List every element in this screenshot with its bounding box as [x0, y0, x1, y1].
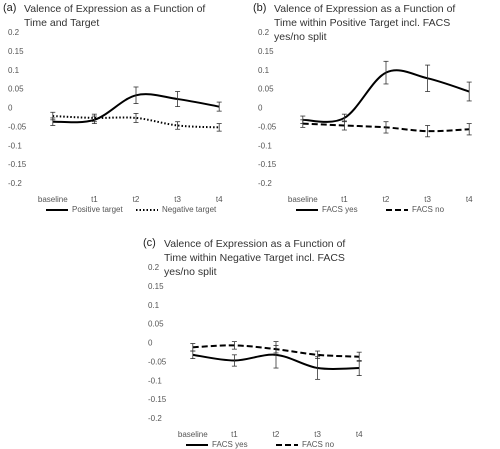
y-tick-label: 0.2	[258, 28, 270, 37]
x-tick-label: t2	[133, 195, 140, 204]
chart: 0.2 0.15 0.1 0.05 0 -0.05 -0.1 -0.15 -0.2 baselin…	[148, 263, 363, 449]
error-bar	[300, 119, 306, 128]
y-tick-label: 0	[148, 339, 153, 348]
y-tick-label: -0.05	[8, 122, 27, 131]
panel-label: (a)	[3, 2, 17, 14]
y-tick-label: -0.1	[148, 376, 162, 385]
error-bar	[466, 81, 472, 102]
error-bar	[216, 123, 222, 132]
error-bar	[315, 350, 321, 359]
y-tick-label: 0.2	[8, 28, 20, 37]
legend-label: Positive target	[72, 205, 123, 214]
y-tick-label: 0.05	[8, 85, 24, 94]
y-tick-label: -0.2	[8, 179, 22, 188]
y-tick-label: -0.15	[148, 395, 167, 404]
x-tick-label: t4	[466, 195, 473, 204]
error-bar	[356, 351, 362, 362]
chart-panel: 0.2 0.15 0.1 0.05 0 -0.05 -0.1 -0.15 -0.2 baselin…	[140, 235, 390, 449]
error-bar	[231, 354, 237, 367]
error-bar	[425, 125, 431, 138]
y-tick-label: -0.05	[148, 357, 167, 366]
y-tick-label: 0.1	[148, 301, 160, 310]
y-tick-label: 0	[258, 104, 263, 113]
chart-title: Valence of Expression as a Function of T…	[164, 238, 346, 278]
error-bar	[341, 120, 347, 131]
error-bar	[466, 123, 472, 136]
series-line	[52, 115, 220, 129]
y-tick-label: -0.1	[8, 141, 22, 150]
x-tick-label: t4	[356, 430, 363, 439]
y-tick-label: 0.15	[148, 282, 164, 291]
y-tick-label: 0.1	[8, 66, 20, 75]
y-tick-label: 0.05	[258, 85, 274, 94]
x-tick-label: t1	[231, 430, 238, 439]
x-tick-label: baseline	[38, 195, 68, 204]
legend-label: FACS yes	[212, 440, 248, 449]
chart: 0.2 0.15 0.1 0.05 0 -0.05 -0.1 -0.15 -0.2 baselin…	[8, 28, 223, 214]
y-tick-label: 0.1	[258, 66, 270, 75]
error-bar	[425, 64, 431, 92]
legend-label: Negative target	[162, 205, 217, 214]
y-tick-label: -0.2	[148, 414, 162, 423]
legend-label: FACS yes	[322, 205, 358, 214]
y-tick-label: 0.2	[148, 263, 160, 272]
error-bar	[133, 113, 139, 123]
x-tick-label: t1	[341, 195, 348, 204]
error-bar	[273, 344, 279, 354]
x-tick-label: t4	[216, 195, 223, 204]
chart-panel: 0.2 0.15 0.1 0.05 0 -0.05 -0.1 -0.15 -0.2 baselin…	[250, 0, 500, 214]
x-tick-label: t2	[383, 195, 390, 204]
x-tick-label: t3	[424, 195, 431, 204]
y-tick-label: 0.15	[8, 47, 24, 56]
y-tick-label: 0.15	[258, 47, 274, 56]
y-tick-label: -0.1	[258, 141, 272, 150]
error-bar	[175, 121, 181, 130]
error-bar	[190, 343, 196, 352]
y-tick-label: -0.2	[258, 179, 272, 188]
error-bar	[383, 121, 389, 134]
chart-title: Valence of Expression as a Function of T…	[24, 3, 206, 29]
error-bar	[133, 86, 139, 104]
x-tick-label: baseline	[288, 195, 318, 204]
error-bar	[383, 60, 389, 85]
legend-label: FACS no	[302, 440, 335, 449]
y-tick-label: -0.15	[8, 160, 27, 169]
error-bar	[91, 113, 97, 123]
error-bar	[50, 111, 56, 121]
chart-panel: 0.2 0.15 0.1 0.05 0 -0.05 -0.1 -0.15 -0.2 baselin…	[0, 0, 250, 214]
panel-label: (b)	[253, 2, 267, 14]
panel-label: (c)	[143, 237, 156, 249]
x-tick-label: t2	[273, 430, 280, 439]
legend-label: FACS no	[412, 205, 445, 214]
y-tick-label: 0.05	[148, 320, 164, 329]
x-tick-label: t3	[314, 430, 321, 439]
chart: 0.2 0.15 0.1 0.05 0 -0.05 -0.1 -0.15 -0.2 baselin…	[258, 28, 473, 214]
chart-title: Valence of Expression as a Function of T…	[274, 3, 456, 43]
y-tick-label: -0.05	[258, 122, 277, 131]
error-bar	[231, 341, 237, 350]
x-tick-label: baseline	[178, 430, 208, 439]
x-tick-label: t1	[91, 195, 98, 204]
y-tick-label: 0	[8, 104, 13, 113]
error-bar	[216, 101, 222, 112]
error-bar	[175, 91, 181, 108]
y-tick-label: -0.15	[258, 160, 277, 169]
x-tick-label: t3	[174, 195, 181, 204]
